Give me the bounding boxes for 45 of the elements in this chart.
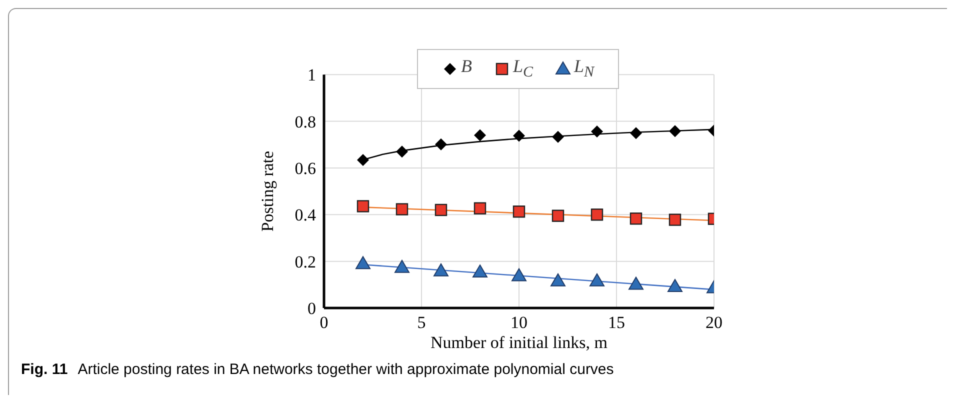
y-tick-label: 0.2 xyxy=(294,252,316,272)
x-tick-label: 20 xyxy=(706,313,722,332)
y-tick-label: 1 xyxy=(308,66,316,85)
point xyxy=(434,263,448,276)
point xyxy=(552,210,564,222)
point xyxy=(552,130,564,143)
point xyxy=(668,279,682,292)
x-tick-label: 0 xyxy=(320,313,328,332)
y-tick-label: 0.4 xyxy=(294,206,316,225)
point xyxy=(396,203,408,216)
point xyxy=(590,208,604,221)
text: Article posting rates in BA networks together with approximate polynomial curves xyxy=(78,361,614,378)
x-tick-label: 15 xyxy=(608,313,625,332)
point xyxy=(434,204,448,216)
point xyxy=(512,206,526,218)
y-tick-label: 0.6 xyxy=(294,158,316,178)
caption: Fig. 11 xyxy=(21,361,68,378)
point xyxy=(474,202,486,214)
legend-label: B xyxy=(460,56,472,76)
point xyxy=(356,200,370,212)
point xyxy=(513,130,525,142)
point xyxy=(668,214,682,226)
y-tick-label: 0 xyxy=(308,299,316,318)
legend-label: L$_{C}$ xyxy=(512,56,533,81)
y-axis-title: Posting rate xyxy=(258,150,278,232)
point xyxy=(628,276,644,290)
point xyxy=(591,126,603,138)
point xyxy=(474,129,486,142)
point xyxy=(396,146,408,158)
point xyxy=(512,268,526,282)
legend-label: L$_{N}$ xyxy=(574,56,594,81)
point xyxy=(357,154,369,166)
point xyxy=(435,138,447,150)
point xyxy=(394,260,410,273)
x-axis-title: Number of initial links, m xyxy=(430,333,608,352)
point xyxy=(356,256,370,270)
point xyxy=(630,212,642,225)
point xyxy=(669,125,681,138)
point xyxy=(630,127,642,140)
point xyxy=(590,273,604,286)
x-tick-label: 10 xyxy=(510,313,528,332)
y-tick-label: 0.8 xyxy=(294,112,316,132)
point xyxy=(472,264,488,278)
point xyxy=(550,273,566,286)
x-tick-label: 5 xyxy=(417,313,426,332)
